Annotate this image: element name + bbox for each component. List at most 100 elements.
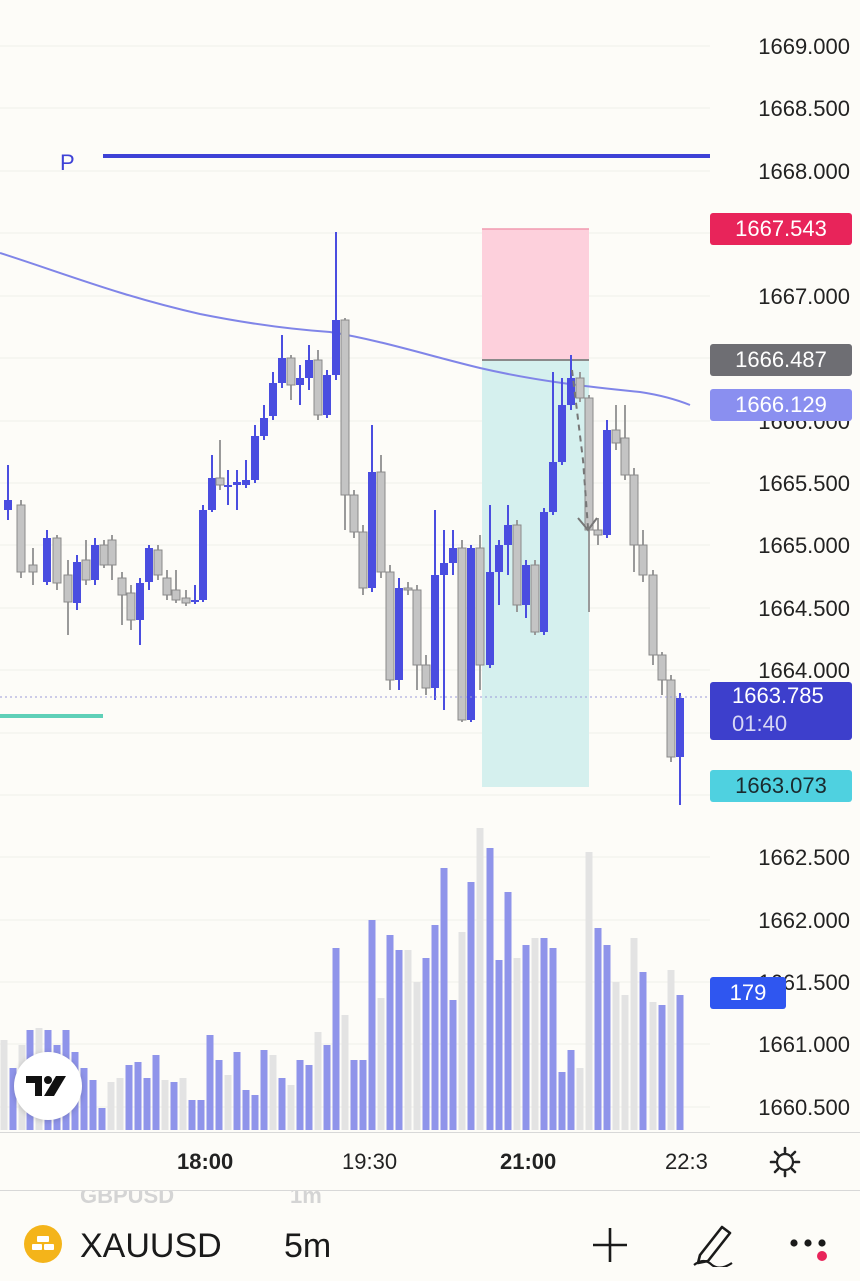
candle-body	[376, 471, 386, 573]
candle-body	[349, 494, 359, 533]
projection-arrow	[571, 369, 589, 529]
gold-bars-icon	[24, 1225, 62, 1263]
volume-bar	[143, 1078, 151, 1130]
volume-bar	[179, 1078, 187, 1130]
last-price-value: 1663.785	[732, 683, 824, 708]
candle-body	[4, 500, 12, 510]
pen-icon[interactable]	[690, 1221, 736, 1269]
volume-bar	[630, 938, 638, 1130]
chart-canvas[interactable]: P	[0, 0, 860, 1132]
volume-bar	[486, 848, 494, 1130]
volume-bar	[332, 948, 340, 1130]
candle-body	[126, 592, 136, 621]
volume-bar	[314, 1032, 322, 1130]
symbol-button[interactable]: XAUUSD	[80, 1227, 222, 1265]
volume-bar	[224, 1075, 232, 1130]
price-tick: 1665.000	[758, 533, 850, 558]
candle-body	[99, 544, 109, 566]
volume-bar	[413, 982, 421, 1130]
volume-bar	[594, 928, 602, 1130]
volume-bar	[323, 1045, 331, 1130]
volume-bar	[404, 950, 412, 1130]
volume-bar	[513, 958, 521, 1130]
candle-body	[171, 589, 181, 601]
candle-body	[242, 480, 250, 485]
volume-bar	[540, 938, 548, 1130]
candle-body	[431, 575, 439, 688]
volume-bar	[125, 1065, 133, 1130]
interval-button[interactable]: 5m	[284, 1227, 332, 1265]
time-axis[interactable]: 18:00 19:30 21:00 22:3	[0, 1132, 860, 1191]
volume-bar	[368, 920, 376, 1130]
candle-body	[603, 430, 611, 535]
volume-bar	[9, 1068, 17, 1130]
candle-body	[340, 319, 350, 496]
candle-body	[629, 474, 639, 546]
entry-price-badge[interactable]: 1666.487	[710, 344, 852, 376]
take-profit-price-badge[interactable]: 1663.073	[710, 770, 852, 802]
price-tick: 1662.500	[758, 845, 850, 870]
candle-body	[522, 565, 530, 605]
price-tick: 1660.500	[758, 1095, 850, 1120]
candle-body	[611, 429, 621, 444]
candle-body	[233, 482, 241, 485]
candle-body	[584, 397, 594, 531]
volume-bar	[287, 1085, 295, 1130]
price-tick: 1669.000	[758, 34, 850, 59]
volume-bar	[612, 982, 620, 1130]
volume-bar	[188, 1100, 196, 1130]
more-dots-icon[interactable]	[788, 1229, 834, 1261]
candle-body	[181, 597, 191, 604]
candle-body	[28, 564, 38, 573]
volume-bar	[197, 1100, 205, 1130]
stop-loss-price-badge[interactable]: 1667.543	[710, 213, 852, 245]
volume-bar	[0, 1040, 8, 1130]
bottom-toolbar: GBPUSD 1m XAUUSD 5m	[0, 1190, 860, 1281]
volume-bar	[152, 1055, 160, 1130]
volume-bar	[567, 1050, 575, 1130]
volume-bar	[350, 1060, 358, 1130]
gear-icon[interactable]	[768, 1145, 802, 1179]
volume-bar	[585, 852, 593, 1130]
volume-bar	[440, 868, 448, 1130]
volume-bar	[278, 1078, 286, 1130]
candle-body	[332, 320, 340, 375]
volume-bar	[422, 958, 430, 1130]
time-label: 19:30	[342, 1149, 398, 1174]
volume-bar	[476, 828, 484, 1130]
volume-bar	[233, 1052, 241, 1130]
moving-average-line	[0, 252, 691, 406]
volume-bar	[341, 1015, 349, 1130]
volume-bar	[649, 1002, 657, 1130]
volume-bar	[296, 1060, 304, 1130]
volume-bar	[251, 1095, 259, 1130]
price-tick: 1662.000	[758, 908, 850, 933]
plus-icon[interactable]	[590, 1225, 630, 1265]
volume-bar	[305, 1065, 313, 1130]
volume-bar	[395, 950, 403, 1130]
pivot-label: P	[60, 150, 75, 175]
volume-bar	[576, 1068, 584, 1130]
stop-loss-zone[interactable]	[482, 229, 589, 360]
volume-bar	[242, 1090, 250, 1130]
volume-bar	[170, 1082, 178, 1130]
candle-body	[395, 588, 403, 680]
price-tick: 1664.000	[758, 658, 850, 683]
candle-body	[530, 564, 540, 633]
candle-body	[91, 545, 99, 580]
chart-area[interactable]: P 1669.000 1668.500 1668.000 1667.000 16…	[0, 0, 860, 1132]
price-tick: 1664.500	[758, 596, 850, 621]
candle-body	[575, 377, 585, 399]
moving-average-badge: 1666.129	[710, 389, 852, 421]
candle-body	[421, 664, 431, 689]
candle-body	[358, 531, 368, 589]
candle-body	[81, 559, 91, 581]
volume-bar	[522, 945, 530, 1130]
candle-body	[251, 436, 259, 480]
volume-bars	[0, 828, 684, 1130]
candle-body	[495, 545, 503, 572]
tradingview-logo-icon[interactable]	[14, 1052, 82, 1120]
candle-body	[593, 529, 603, 536]
candle-body	[43, 538, 51, 582]
candle-body	[676, 698, 684, 757]
